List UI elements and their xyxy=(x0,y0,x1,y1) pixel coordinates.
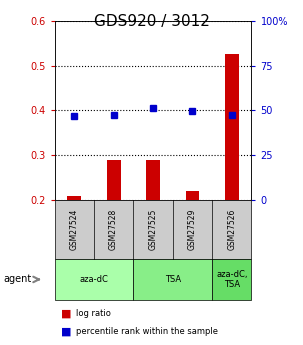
Bar xyxy=(67,196,81,200)
Bar xyxy=(146,160,160,200)
Text: log ratio: log ratio xyxy=(76,309,111,318)
Text: GSM27525: GSM27525 xyxy=(148,209,158,250)
Text: aza-dC,
TSA: aza-dC, TSA xyxy=(216,270,248,289)
Text: ■: ■ xyxy=(61,326,71,336)
Text: TSA: TSA xyxy=(165,275,181,284)
Text: aza-dC: aza-dC xyxy=(79,275,108,284)
Bar xyxy=(107,160,121,200)
Text: agent: agent xyxy=(3,275,31,284)
Text: GDS920 / 3012: GDS920 / 3012 xyxy=(94,14,209,29)
Bar xyxy=(185,191,199,200)
Text: GSM27524: GSM27524 xyxy=(70,209,79,250)
Text: ■: ■ xyxy=(61,309,71,319)
Bar xyxy=(225,54,239,200)
Text: GSM27528: GSM27528 xyxy=(109,209,118,250)
Text: GSM27526: GSM27526 xyxy=(227,209,236,250)
Text: GSM27529: GSM27529 xyxy=(188,209,197,250)
Text: percentile rank within the sample: percentile rank within the sample xyxy=(76,327,218,336)
